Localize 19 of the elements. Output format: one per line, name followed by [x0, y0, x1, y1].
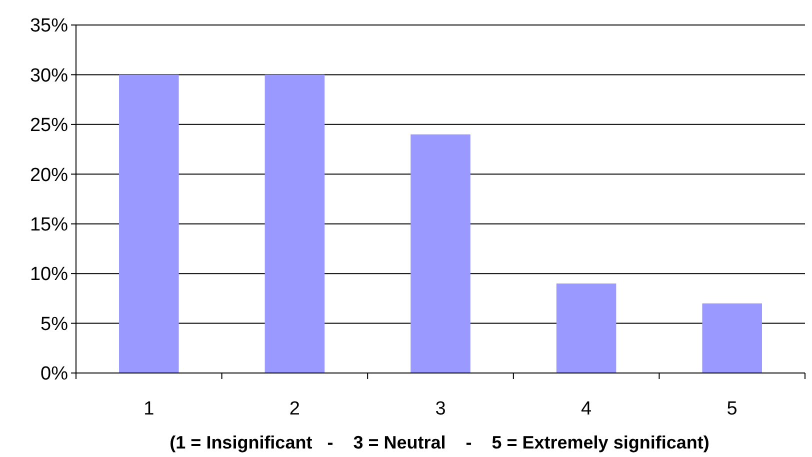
y-tick-label: 30%	[30, 65, 68, 86]
x-tick-label: 3	[435, 398, 446, 420]
x-tick-label: 2	[289, 398, 300, 420]
y-tick-label: 35%	[30, 16, 68, 37]
x-tick-label: 1	[144, 398, 154, 420]
bar	[119, 74, 179, 373]
x-tick-label: 4	[581, 398, 592, 420]
x-axis-title: (1 = Insignificant - 3 = Neutral - 5 = Extremely significant)	[170, 432, 710, 452]
y-tick-label: 20%	[30, 164, 68, 186]
bar	[556, 284, 616, 373]
y-tick-label: 10%	[30, 264, 68, 286]
bar	[702, 303, 762, 373]
y-tick-label: 15%	[30, 214, 68, 236]
y-tick-label: 5%	[40, 314, 68, 335]
y-tick-label: 25%	[30, 115, 68, 136]
bar	[410, 134, 470, 373]
x-tick-label: 5	[726, 398, 738, 420]
y-tick-label: 0%	[40, 364, 68, 385]
bar	[264, 74, 325, 373]
